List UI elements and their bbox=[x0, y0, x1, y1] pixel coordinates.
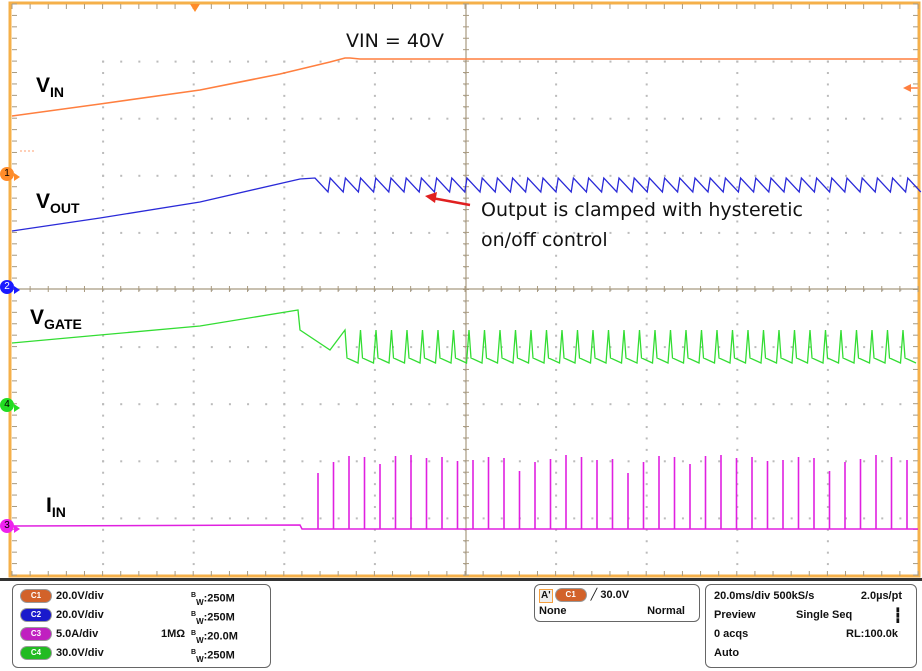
vgate-label: VGATE bbox=[30, 306, 82, 332]
thermometer-icon: ┇ bbox=[893, 607, 902, 623]
clamp-note-line2: on/off control bbox=[481, 229, 608, 251]
ch2-waveform bbox=[11, 176, 922, 232]
ch1-marker-icon[interactable]: 1 bbox=[0, 167, 14, 181]
ch3-marker-icon[interactable]: 3 bbox=[0, 519, 14, 533]
waveform-plot bbox=[8, 1, 922, 578]
channel-row-c2[interactable]: C2 20.0V/div BW:250M bbox=[21, 606, 266, 626]
vin-label: VIN bbox=[36, 74, 65, 100]
trigger-source-badge: C1 bbox=[555, 589, 586, 602]
c3-badge: C3 bbox=[21, 628, 51, 641]
trigger-position-icon bbox=[190, 4, 200, 12]
vout-label: VOUT bbox=[36, 190, 80, 216]
channel-row-c4[interactable]: C4 30.0V/div BW:250M bbox=[21, 644, 266, 664]
channel-settings-panel: C1 20.0V/div BW:250M C2 20.0V/div BW:250M … bbox=[12, 584, 271, 668]
acquisition-panel[interactable]: 20.0ms/div 500kS/s 2.0µs/pt Preview Sing… bbox=[705, 584, 917, 668]
trigger-level-icon bbox=[903, 84, 911, 92]
channel-row-c3[interactable]: C3 5.0A/div 1MΩ BW:20.0M bbox=[21, 625, 266, 645]
graticule bbox=[102, 60, 902, 566]
clamp-note-line1: Output is clamped with hysteretic bbox=[481, 199, 803, 221]
vin-value-annotation: VIN = 40V bbox=[346, 30, 444, 52]
ch4-marker-icon[interactable]: 4 bbox=[0, 398, 14, 412]
c2-badge: C2 bbox=[21, 609, 51, 622]
trigger-mode-badge: A' bbox=[539, 589, 553, 603]
ch2-marker-icon[interactable]: 2 bbox=[0, 280, 14, 294]
iin-label: IIN bbox=[46, 494, 66, 520]
c1-badge: C1 bbox=[21, 590, 51, 603]
ch1-waveform bbox=[11, 57, 918, 117]
ch3-waveform bbox=[11, 455, 918, 530]
status-bar: C1 20.0V/div BW:250M C2 20.0V/div BW:250M … bbox=[0, 578, 922, 671]
trigger-panel[interactable]: A' C1 ╱ 30.0V None Normal bbox=[534, 584, 700, 622]
c4-badge: C4 bbox=[21, 647, 51, 660]
ch4-waveform bbox=[11, 309, 917, 364]
annotation-arrow-icon bbox=[425, 192, 437, 203]
rising-edge-icon: ╱ bbox=[590, 589, 598, 601]
channel-row-c1[interactable]: C1 20.0V/div BW:250M bbox=[21, 587, 266, 607]
